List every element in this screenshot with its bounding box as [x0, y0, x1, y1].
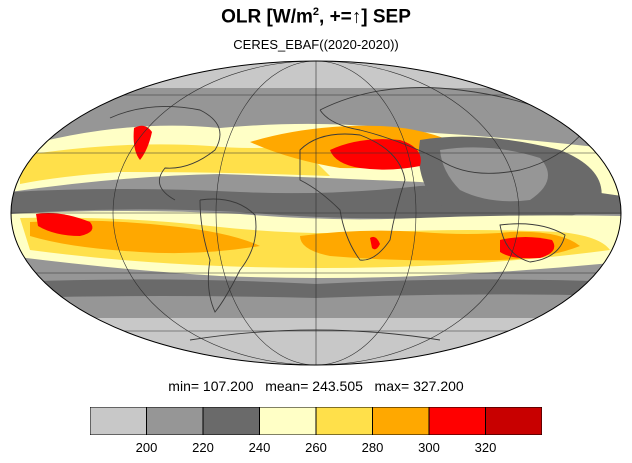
colorbar-tick-label: 200	[135, 440, 158, 455]
colorbar-swatch	[90, 407, 147, 435]
olr-map	[10, 60, 622, 366]
globe-border	[10, 60, 622, 366]
colorbar-tick-label: 240	[248, 440, 271, 455]
stats-line: min= 107.200 mean= 243.505 max= 327.200	[168, 378, 464, 394]
title-superscript: 2	[312, 6, 320, 18]
coastlines	[109, 87, 586, 341]
plot-title: OLR [W/m2, +=↑] SEP	[0, 6, 632, 28]
colorbar-swatch	[202, 407, 260, 435]
colorbar-swatch	[315, 407, 373, 435]
colorbar	[90, 407, 542, 435]
colorbar-tick-label: 300	[418, 440, 440, 455]
map-fields	[11, 61, 621, 365]
title-prefix: OLR [W/m	[221, 6, 313, 28]
colorbar-swatch	[372, 407, 430, 435]
colorbar-swatch	[259, 407, 317, 435]
plot-subtitle: CERES_EBAF((2020-2020))	[233, 37, 399, 52]
colorbar-swatch	[428, 407, 486, 435]
colorbar-tick-label: 320	[474, 440, 497, 455]
colorbar-tick-label: 260	[305, 440, 327, 455]
colorbar-labels: 200 220 240 260 280 300 320	[0, 440, 632, 460]
colorbar-swatch	[146, 407, 204, 435]
colorbar-swatch	[485, 407, 542, 435]
colorbar-tick-label: 220	[192, 440, 214, 455]
graticule	[11, 61, 621, 365]
colorbar-tick-label: 280	[361, 440, 384, 455]
title-suffix: , +=↑] SEP	[319, 6, 411, 28]
